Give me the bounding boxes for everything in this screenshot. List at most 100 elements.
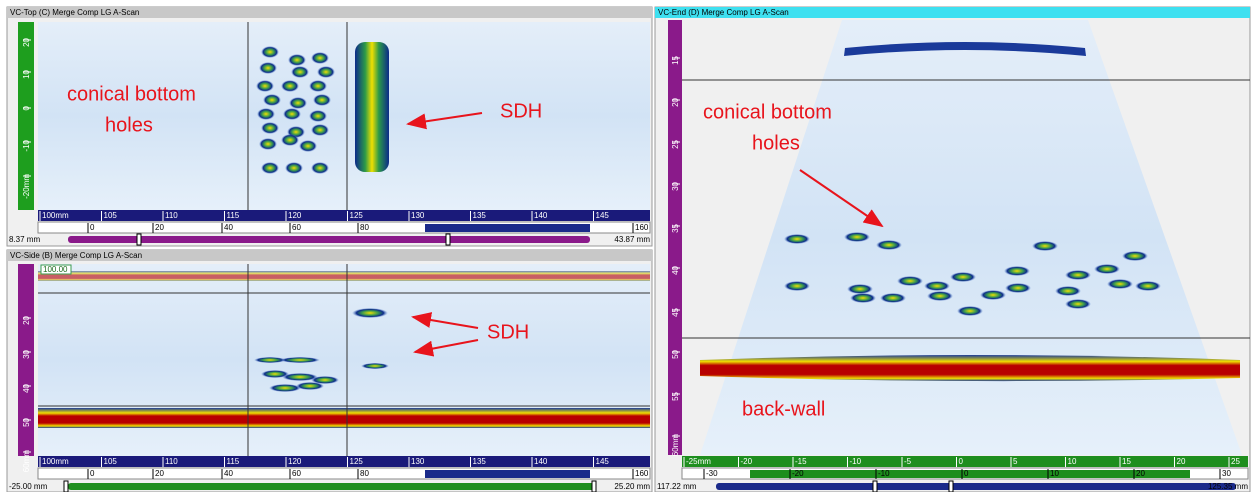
indication: [269, 384, 301, 392]
scroll-range: [425, 470, 590, 478]
ruler-label: 10: [1068, 457, 1077, 466]
indication: [289, 97, 307, 109]
indication: [844, 232, 870, 242]
range-end: 25.20 mm: [614, 482, 650, 491]
annotation: holes: [752, 132, 800, 154]
indication: [352, 308, 388, 318]
indication: [1004, 266, 1030, 276]
back-wall-echo: [38, 408, 650, 428]
ruler-label: 115: [227, 211, 240, 220]
indication: [299, 140, 317, 152]
indication: [950, 272, 976, 282]
annotation: conical bottom: [67, 83, 196, 105]
range-start: 117.22 mm: [657, 482, 697, 491]
indication: [285, 162, 303, 174]
indication: [1005, 283, 1031, 293]
bottom-ruler: [38, 210, 650, 221]
annotation: conical bottom: [703, 101, 832, 123]
ruler-label: 10: [1050, 469, 1059, 478]
annotation: holes: [105, 114, 153, 136]
range-slider[interactable]: [68, 236, 590, 243]
ruler-label: 130: [411, 211, 425, 220]
scroll-range: [750, 470, 1190, 478]
indication: [980, 290, 1006, 300]
ruler-label: 125: [350, 457, 364, 466]
indication: [311, 162, 329, 174]
screenshot: VC-Top (C) Merge Comp LG A-Scan VC-Side …: [0, 0, 1251, 492]
ruler-label: 0: [90, 223, 95, 232]
ruler-label: 125: [350, 211, 364, 220]
indication: [313, 94, 331, 106]
annotation: SDH: [487, 321, 529, 343]
range-slider[interactable]: [716, 483, 1236, 490]
range-start: -25.00 mm: [9, 482, 48, 491]
indication: [1135, 281, 1161, 291]
ruler-label: 105: [104, 211, 118, 220]
ruler-label: -25mm: [686, 457, 711, 466]
ruler-label: 30: [671, 181, 680, 190]
ruler-label: 30: [22, 349, 31, 358]
ruler-label: 20: [155, 469, 164, 478]
ruler-label: 0: [964, 469, 969, 478]
indication: [309, 110, 327, 122]
ruler-label: 130: [411, 457, 425, 466]
ruler-label: 30: [1222, 469, 1231, 478]
ruler-label: 110: [165, 211, 178, 220]
ruler-label: -5: [904, 457, 912, 466]
ruler-label: 40: [224, 223, 233, 232]
indication: [1055, 286, 1081, 296]
indication: [263, 94, 281, 106]
panel-title: VC-End (D) Merge Comp LG A-Scan: [658, 8, 789, 17]
ruler-label: 160: [635, 469, 649, 478]
ruler-label: 115: [227, 457, 240, 466]
indication: [1032, 241, 1058, 251]
ruler-label: 10: [22, 69, 31, 78]
indication: [311, 124, 329, 136]
indication: [283, 108, 301, 120]
indication: [924, 281, 950, 291]
ruler-label: 60: [292, 469, 301, 478]
indication: [1094, 264, 1120, 274]
indication: [1107, 279, 1133, 289]
indication: [1122, 251, 1148, 261]
bottom-ruler: [682, 456, 1248, 467]
indication: [361, 363, 389, 369]
ruler-label: 50: [22, 417, 31, 426]
sdh-indication: [355, 42, 389, 172]
ruler-label: 25: [1231, 457, 1240, 466]
ruler-label: 160: [635, 223, 649, 232]
annotation: SDH: [500, 100, 542, 122]
ruler-label: 100mm: [42, 211, 69, 220]
indication: [259, 62, 277, 74]
ruler-label: 135: [473, 457, 487, 466]
ruler-label: 15: [671, 55, 680, 64]
ruler-label: 20: [22, 315, 31, 324]
indication: [784, 234, 810, 244]
ruler-label: 0: [90, 469, 95, 478]
ruler-label: 105: [104, 457, 118, 466]
range-slider[interactable]: [68, 483, 596, 490]
panel-title: VC-Top (C) Merge Comp LG A-Scan: [10, 8, 139, 17]
ruler-label: 55: [671, 391, 680, 400]
ruler-label: 45: [671, 307, 680, 316]
indication: [897, 276, 923, 286]
indication: [280, 357, 320, 363]
indication: [309, 80, 327, 92]
ruler-label: -15: [795, 457, 807, 466]
indication: [256, 80, 274, 92]
ruler-label: -10: [22, 139, 31, 151]
ruler-label: 20: [1177, 457, 1186, 466]
ruler-label: 40: [671, 265, 680, 274]
indication: [261, 162, 279, 174]
indication: [311, 52, 329, 64]
left-ruler: [668, 20, 682, 455]
back-wall-echo: [700, 355, 1240, 381]
ruler-label: 15: [1122, 457, 1131, 466]
ruler-label: 80: [360, 469, 369, 478]
indication: [257, 108, 275, 120]
indication: [261, 122, 279, 134]
ruler-label: 0: [22, 105, 31, 110]
indication: [291, 66, 309, 78]
ruler-label: -20: [741, 457, 753, 466]
range-end: 125.35 mm: [1208, 482, 1248, 491]
